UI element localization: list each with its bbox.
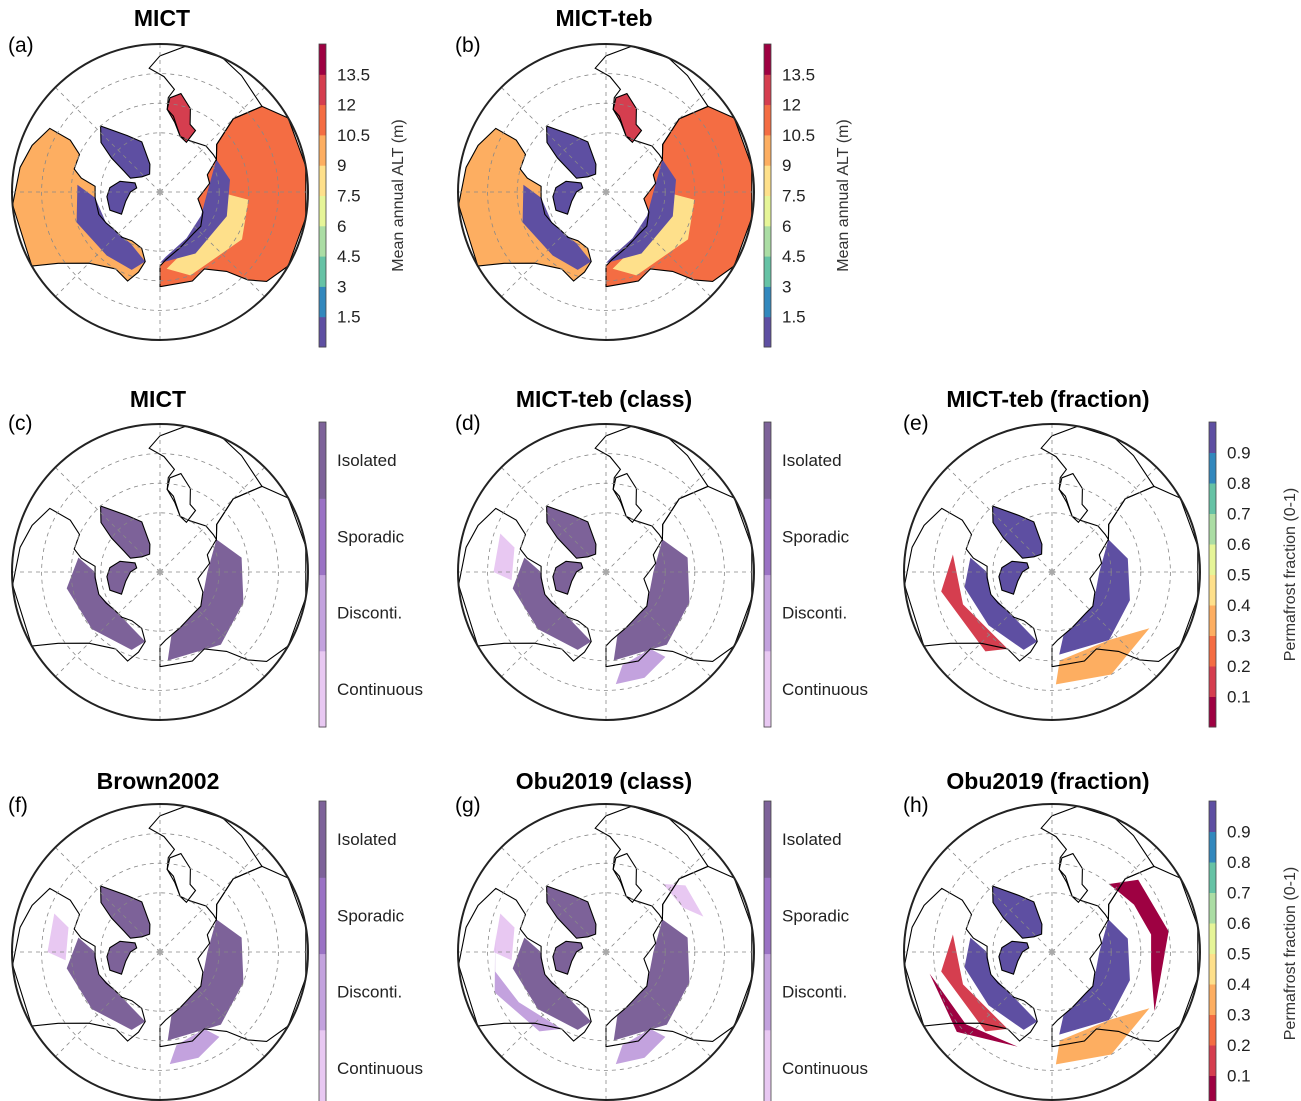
polar-map bbox=[457, 423, 755, 721]
polar-map bbox=[11, 423, 309, 721]
colorbar-tick-label: 3 bbox=[337, 277, 346, 296]
panel-title: MICT bbox=[130, 386, 186, 412]
panel-label: (f) bbox=[8, 794, 28, 817]
colorbar-tick-label: 0.1 bbox=[1227, 688, 1251, 707]
panel-title: Obu2019 (fraction) bbox=[946, 768, 1149, 794]
colorbar-class-label: Disconti. bbox=[337, 983, 402, 1002]
colorbar-tick-label: 6 bbox=[782, 217, 791, 236]
colorbar-tick-label: 0.3 bbox=[1227, 1006, 1251, 1025]
polar-map bbox=[11, 43, 309, 341]
panel-title: MICT-teb bbox=[555, 5, 652, 31]
colorbar-tick-label: 1.5 bbox=[782, 308, 806, 327]
colorbar-tick-label: 0.9 bbox=[1227, 444, 1251, 463]
colorbar-tick-label: 0.9 bbox=[1227, 823, 1251, 842]
colorbar-label: Mean annual ALT (m) bbox=[835, 119, 852, 271]
colorbar-class-label: Continuous bbox=[782, 1059, 868, 1078]
colorbar-tick-label: 0.2 bbox=[1227, 657, 1251, 676]
colorbar-class-label: Disconti. bbox=[782, 604, 847, 623]
colorbar-tick-label: 10.5 bbox=[337, 126, 370, 145]
colorbar-class-label: Isolated bbox=[782, 451, 842, 470]
panel-label: (e) bbox=[903, 412, 929, 435]
colorbar-tick-label: 0.8 bbox=[1227, 474, 1251, 493]
colorbar-tick-label: 13.5 bbox=[782, 65, 815, 84]
colorbar-fraction: 0.1 0.2 0.3 0.4 0.5 0.6 0.7 0.8 0.9 Permafrost fr… bbox=[1208, 421, 1299, 728]
colorbar-tick-label: 12 bbox=[782, 96, 801, 115]
colorbar-tick-label: 9 bbox=[337, 156, 346, 175]
polar-map bbox=[903, 803, 1201, 1101]
colorbar-tick-label: 4.5 bbox=[782, 247, 806, 266]
colorbar-class-label: Sporadic bbox=[337, 527, 405, 546]
panel-title: MICT-teb (class) bbox=[516, 386, 692, 412]
colorbar-class: Isolated Sporadic Disconti. Continuous bbox=[763, 421, 868, 728]
panel-h: Obu2019 (fraction) (h) 0.10.20.30.40.50.… bbox=[903, 768, 1299, 1101]
colorbar-tick-label: 0.4 bbox=[1227, 596, 1251, 615]
colorbar-class-label: Continuous bbox=[782, 680, 868, 699]
colorbar-class-label: Continuous bbox=[337, 1059, 423, 1078]
panel-title: Obu2019 (class) bbox=[516, 768, 692, 794]
colorbar-tick-label: 7.5 bbox=[337, 187, 361, 206]
colorbar-label: Mean annual ALT (m) bbox=[390, 119, 407, 271]
colorbar-tick-label: 0.5 bbox=[1227, 945, 1251, 964]
panel-f: Brown2002 (f) Isolated Sporadic Disconti. C… bbox=[8, 768, 423, 1101]
colorbar-tick-label: 0.6 bbox=[1227, 914, 1251, 933]
colorbar-class-label: Continuous bbox=[337, 680, 423, 699]
colorbar-tick-label: 0.1 bbox=[1227, 1067, 1251, 1086]
panel-d: MICT-teb (class) (d) Isolated Sporadic Dis… bbox=[455, 386, 868, 728]
colorbar-class-label: Isolated bbox=[337, 830, 397, 849]
colorbar-tick-label: 7.5 bbox=[782, 187, 806, 206]
colorbar-class-label: Isolated bbox=[337, 451, 397, 470]
colorbar-tick-label: 10.5 bbox=[782, 126, 815, 145]
panel-label: (g) bbox=[455, 794, 481, 817]
panel-label: (h) bbox=[903, 794, 929, 817]
polar-map bbox=[903, 423, 1201, 721]
colorbar-tick-label: 0.8 bbox=[1227, 853, 1251, 872]
colorbar-alt: 1.5 3 4.5 6 7.5 9 10.5 12 13.5 Mean annual ALT (m… bbox=[318, 43, 407, 348]
polar-map bbox=[11, 803, 309, 1101]
colorbar-tick-label: 4.5 bbox=[337, 247, 361, 266]
colorbar-label: Permafrost fraction (0-1) bbox=[1282, 488, 1299, 661]
panel-title: MICT-teb (fraction) bbox=[946, 386, 1149, 412]
colorbar-tick-label: 0.6 bbox=[1227, 535, 1251, 554]
panel-label: (a) bbox=[8, 34, 34, 57]
colorbar-tick-label: 0.3 bbox=[1227, 627, 1251, 646]
colorbar-tick-label: 0.4 bbox=[1227, 975, 1251, 994]
colorbar-tick-label: 1.5 bbox=[337, 308, 361, 327]
panel-g: Obu2019 (class) (g) Isolated Sporadic Disc… bbox=[455, 768, 868, 1101]
colorbar-fraction: 0.1 0.2 0.3 0.4 0.5 0.6 0.7 0.8 0.9 Permafrost fr… bbox=[1208, 800, 1299, 1101]
colorbar-tick-label: 0.7 bbox=[1227, 505, 1251, 524]
panel-b: MICT-teb (b) 1.5 3 4.5 6 7.5 9 10.5 12 13.5 Mean … bbox=[455, 5, 852, 348]
panel-title: MICT bbox=[134, 5, 190, 31]
panel-title: Brown2002 bbox=[97, 768, 220, 794]
polar-map bbox=[457, 803, 755, 1101]
panel-e: MICT-teb (fraction) (e) 0.10.20.30.40.50… bbox=[903, 386, 1299, 728]
colorbar-tick-label: 12 bbox=[337, 96, 356, 115]
panel-label: (b) bbox=[455, 34, 481, 57]
panel-label: (c) bbox=[8, 412, 33, 435]
colorbar-tick-label: 0.5 bbox=[1227, 566, 1251, 585]
panel-label: (d) bbox=[455, 412, 481, 435]
colorbar-tick-label: 6 bbox=[337, 217, 346, 236]
panel-a: MICT (a) 1.5 3 4.5 6 7.5 9 10.5 12 13.5 Mean annu… bbox=[8, 5, 407, 348]
colorbar-class-label: Disconti. bbox=[337, 604, 402, 623]
colorbar-tick-label: 0.7 bbox=[1227, 884, 1251, 903]
colorbar-class: Isolated Sporadic Disconti. Continuous bbox=[763, 800, 868, 1101]
colorbar-class: Isolated Sporadic Disconti. Continuous bbox=[318, 800, 423, 1101]
colorbar-class: Isolated Sporadic Disconti. Continuous bbox=[318, 421, 423, 728]
colorbar-alt: 1.5 3 4.5 6 7.5 9 10.5 12 13.5 Mean annual ALT (m… bbox=[763, 43, 852, 348]
colorbar-class-label: Sporadic bbox=[782, 527, 850, 546]
colorbar-tick-label: 0.2 bbox=[1227, 1036, 1251, 1055]
colorbar-tick-label: 9 bbox=[782, 156, 791, 175]
colorbar-class-label: Sporadic bbox=[337, 906, 405, 925]
colorbar-label: Permafrost fraction (0-1) bbox=[1282, 867, 1299, 1040]
colorbar-tick-label: 13.5 bbox=[337, 65, 370, 84]
polar-map bbox=[457, 43, 755, 341]
colorbar-class-label: Isolated bbox=[782, 830, 842, 849]
colorbar-class-label: Sporadic bbox=[782, 906, 850, 925]
colorbar-class-label: Disconti. bbox=[782, 983, 847, 1002]
colorbar-tick-label: 3 bbox=[782, 277, 791, 296]
panel-c: MICT (c) Isolated Sporadic Disconti. Contin… bbox=[8, 386, 423, 728]
